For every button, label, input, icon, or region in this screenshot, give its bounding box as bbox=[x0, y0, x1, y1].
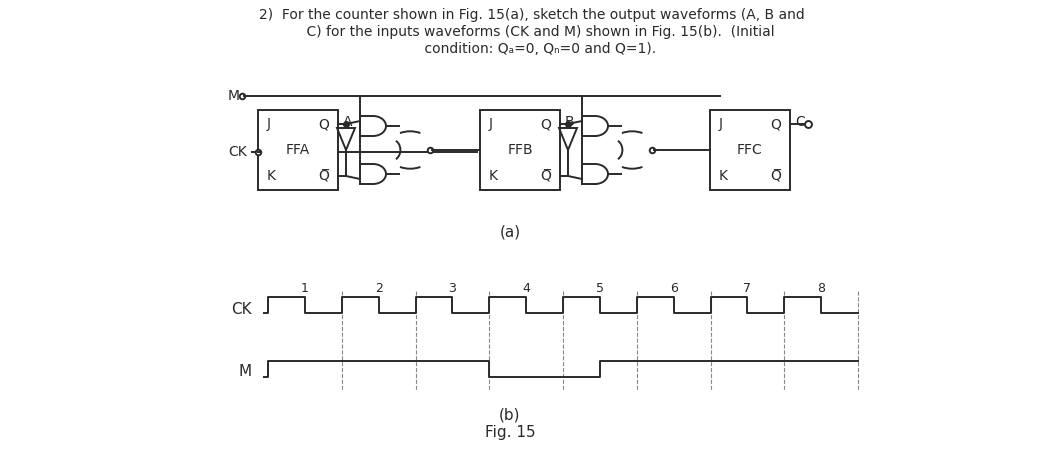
Text: FFC: FFC bbox=[737, 143, 763, 157]
Text: 2: 2 bbox=[375, 282, 383, 295]
Text: condition: Qₐ=0, Qₙ=0 and Q⁣=1).: condition: Qₐ=0, Qₙ=0 and Q⁣=1). bbox=[408, 42, 656, 56]
Text: 2)  For the counter shown in Fig. 15(a), sketch the output waveforms (A, B and: 2) For the counter shown in Fig. 15(a), … bbox=[260, 8, 804, 22]
Text: Q̅: Q̅ bbox=[770, 169, 781, 183]
Bar bbox=[480, 110, 560, 190]
Text: Q̅: Q̅ bbox=[318, 169, 329, 183]
Text: C) for the inputs waveforms (CK and M) shown in Fig. 15(b).  (Initial: C) for the inputs waveforms (CK and M) s… bbox=[289, 25, 775, 39]
Text: C: C bbox=[795, 115, 804, 129]
Text: Q: Q bbox=[318, 117, 329, 131]
Text: FFA: FFA bbox=[286, 143, 310, 157]
Text: 6: 6 bbox=[669, 282, 678, 295]
Text: 5: 5 bbox=[596, 282, 604, 295]
Text: J: J bbox=[489, 117, 493, 131]
Text: K: K bbox=[719, 169, 728, 183]
Text: 1: 1 bbox=[301, 282, 309, 295]
Text: Fig. 15: Fig. 15 bbox=[485, 425, 535, 439]
Bar bbox=[710, 110, 789, 190]
Text: M: M bbox=[239, 364, 252, 380]
Text: 8: 8 bbox=[817, 282, 825, 295]
Text: K: K bbox=[267, 169, 276, 183]
Text: Q: Q bbox=[770, 117, 781, 131]
Text: M: M bbox=[228, 89, 240, 103]
Text: 3: 3 bbox=[448, 282, 456, 295]
Text: Q̅: Q̅ bbox=[541, 169, 551, 183]
Bar bbox=[257, 110, 338, 190]
Text: (b): (b) bbox=[499, 407, 520, 423]
Text: K: K bbox=[489, 169, 498, 183]
Text: (a): (a) bbox=[499, 225, 520, 239]
Text: J: J bbox=[719, 117, 724, 131]
Text: CK: CK bbox=[228, 145, 247, 159]
Text: 4: 4 bbox=[522, 282, 530, 295]
Text: B: B bbox=[565, 115, 575, 129]
Text: 7: 7 bbox=[744, 282, 751, 295]
Text: J: J bbox=[267, 117, 271, 131]
Text: CK: CK bbox=[231, 302, 252, 318]
Text: Q: Q bbox=[541, 117, 551, 131]
Text: A: A bbox=[343, 115, 352, 129]
Text: FFB: FFB bbox=[508, 143, 533, 157]
